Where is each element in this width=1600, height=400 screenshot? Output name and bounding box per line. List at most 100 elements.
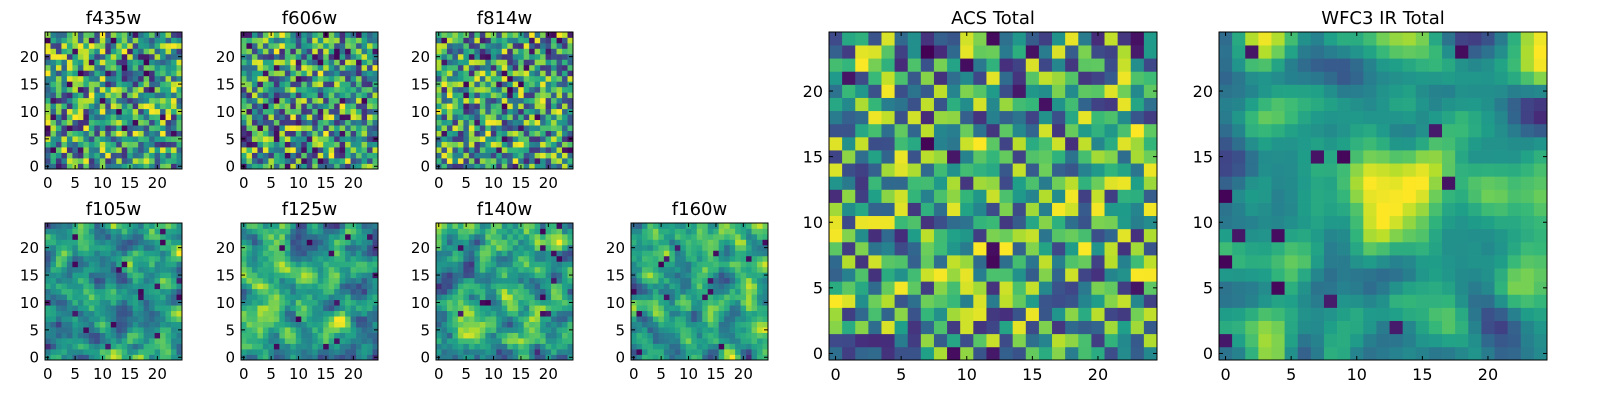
heatmap-cell [361, 316, 368, 322]
heatmap-cell [149, 42, 155, 49]
heatmap-cell [696, 332, 703, 339]
heatmap-cell [518, 53, 525, 60]
heatmap-cell [441, 42, 448, 49]
heatmap-cell [567, 48, 574, 55]
heatmap-cell [474, 75, 481, 82]
heatmap-cell [367, 250, 373, 257]
heatmap-cell [105, 294, 112, 301]
heatmap-cell [881, 268, 895, 282]
heatmap-cell [501, 97, 508, 104]
heatmap-cell [251, 136, 258, 142]
heatmap-cell [436, 228, 442, 235]
heatmap-cell [702, 250, 709, 257]
heatmap-cell [468, 327, 475, 333]
heatmap-cell [176, 64, 183, 71]
heatmap-cell [534, 59, 541, 66]
heatmap-cell [94, 152, 101, 159]
heatmap-cell [262, 32, 269, 38]
heatmap-cell [463, 288, 470, 295]
heatmap-cell [290, 108, 297, 115]
heatmap-cell [474, 70, 481, 77]
heatmap-cell [350, 119, 357, 126]
heatmap-cell [312, 250, 319, 257]
heatmap-cell [154, 272, 161, 279]
heatmap-cell [50, 316, 57, 322]
heatmap-cell [1091, 176, 1105, 190]
heatmap-cell [132, 272, 139, 279]
heatmap-cell [485, 119, 492, 126]
heatmap-cell [446, 141, 453, 148]
heatmap-cell [446, 119, 453, 126]
heatmap-cell [757, 299, 763, 306]
heatmap-cell [658, 338, 665, 344]
heatmap-cell [702, 349, 709, 355]
plot-frame [44, 222, 183, 361]
heatmap-cell [328, 354, 335, 361]
heatmap-cell [284, 119, 291, 126]
heatmap-cell [251, 321, 258, 328]
heatmap-cell [61, 261, 68, 268]
heatmap-cell [436, 86, 442, 93]
heatmap-cell [284, 310, 291, 317]
heatmap-cell [479, 266, 486, 273]
heatmap-cell [361, 92, 368, 99]
heatmap-cell [631, 305, 637, 312]
heatmap-cell [127, 59, 134, 66]
heatmap-cell [663, 354, 670, 361]
heatmap-cell [284, 223, 291, 229]
heatmap-cell [641, 349, 648, 355]
heatmap-cell [66, 70, 73, 77]
heatmap-cell [556, 75, 563, 82]
heatmap-cell [306, 103, 313, 110]
heatmap-cell [110, 114, 117, 121]
heatmap-cell [45, 233, 51, 240]
heatmap-cell [171, 223, 177, 229]
heatmap-cell [306, 86, 313, 93]
heatmap-cell [143, 70, 150, 77]
heatmap-cell [361, 250, 368, 257]
heatmap-cell [273, 108, 280, 115]
heatmap-cell [176, 92, 183, 99]
heatmap-cell [105, 288, 112, 295]
heatmap-cell [334, 261, 340, 268]
heatmap-cell [361, 86, 368, 93]
heatmap-cell [652, 283, 659, 290]
heatmap-cell [658, 299, 665, 306]
heatmap-cell [323, 338, 330, 344]
heatmap-cell [746, 354, 752, 361]
heatmap-cell [295, 305, 302, 312]
heatmap-cell [116, 327, 123, 333]
heatmap-cell [551, 92, 557, 99]
y-tick-label: 20 [411, 48, 430, 66]
heatmap-cell [339, 283, 346, 290]
heatmap-cell [367, 239, 373, 246]
heatmap-cell [512, 119, 519, 126]
heatmap-cell [105, 233, 112, 240]
heatmap-cell [77, 70, 84, 77]
heatmap-cell [501, 277, 508, 284]
heatmap-cell [868, 241, 882, 256]
heatmap-cell [372, 223, 379, 229]
heatmap-cell [523, 119, 530, 126]
heatmap-cell [663, 277, 670, 284]
heatmap-cell [702, 316, 709, 322]
heatmap-cell [50, 114, 57, 121]
heatmap-cell [356, 321, 362, 328]
heatmap-cell [45, 277, 51, 284]
heatmap-cell [457, 327, 464, 333]
heatmap-cell [746, 294, 752, 301]
heatmap-cell [143, 48, 150, 55]
heatmap-cell [501, 119, 508, 126]
heatmap-cell [295, 250, 302, 257]
heatmap-cell [154, 294, 161, 301]
heatmap-cell [523, 53, 530, 60]
heatmap-cell [350, 136, 357, 142]
heatmap-cell [702, 299, 709, 306]
heatmap-cell [372, 141, 379, 148]
heatmap-cell [171, 288, 177, 295]
heatmap-cell [707, 223, 714, 229]
heatmap-cell [479, 97, 486, 104]
heatmap-cell [829, 333, 843, 348]
heatmap-cell [372, 239, 379, 246]
